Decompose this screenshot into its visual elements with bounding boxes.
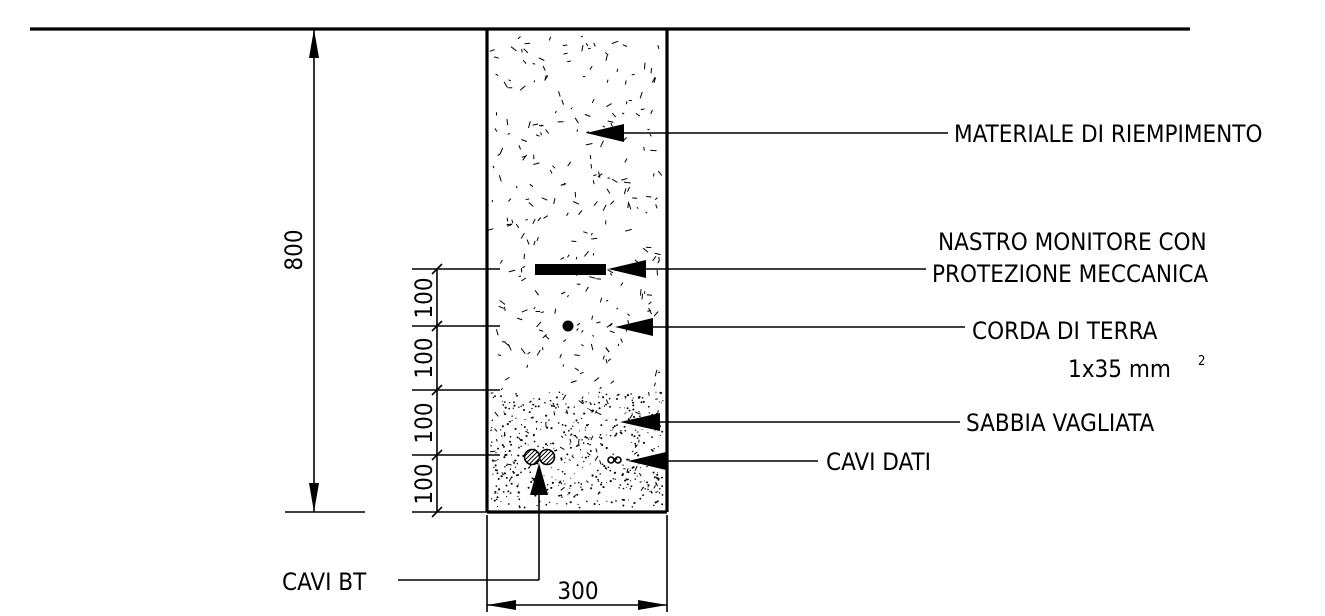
label-earth-wire-size-superscript: 2 xyxy=(1198,354,1205,369)
width-dimension-text: 300 xyxy=(557,577,598,605)
label-lv-cables: CAVI BT xyxy=(282,568,367,596)
leader-data-cables xyxy=(628,452,818,470)
layer-dimension-2: 100 xyxy=(410,337,438,378)
layer-dimension-1: 100 xyxy=(410,277,438,318)
layer-dimension-lines xyxy=(412,263,500,518)
earth-wire-dot xyxy=(562,320,574,332)
label-warning-tape-line1: NASTRO MONITORE CON xyxy=(938,228,1207,256)
leader-earth-wire xyxy=(615,318,965,336)
filling-material-hatch xyxy=(487,35,663,384)
label-earth-wire-size: 1x35 mm xyxy=(1068,355,1171,383)
leader-warning-tape xyxy=(608,260,926,278)
label-data-cables: CAVI DATI xyxy=(826,448,931,476)
leader-filling-material xyxy=(586,124,948,142)
layer-dimension-3: 100 xyxy=(410,402,438,443)
label-warning-tape-line2: PROTEZIONE MECCANICA xyxy=(932,260,1208,288)
warning-tape xyxy=(535,264,606,275)
label-filling-material: MATERIALE DI RIEMPIMENTO xyxy=(954,120,1262,148)
label-earth-wire: CORDA DI TERRA xyxy=(972,317,1158,345)
label-sifted-sand: SABBIA VAGLIATA xyxy=(966,409,1154,437)
data-cables-symbol xyxy=(607,456,622,464)
leader-sifted-sand xyxy=(620,413,960,431)
leader-lv-cables xyxy=(398,463,548,581)
depth-dimension-text: 800 xyxy=(280,229,308,270)
width-dimension xyxy=(486,515,668,612)
trench-outline xyxy=(485,29,669,514)
depth-dimension xyxy=(285,28,365,513)
sifted-sand-hatch xyxy=(490,382,664,509)
layer-dimension-4: 100 xyxy=(410,463,438,504)
lv-cables-symbol xyxy=(523,448,556,466)
